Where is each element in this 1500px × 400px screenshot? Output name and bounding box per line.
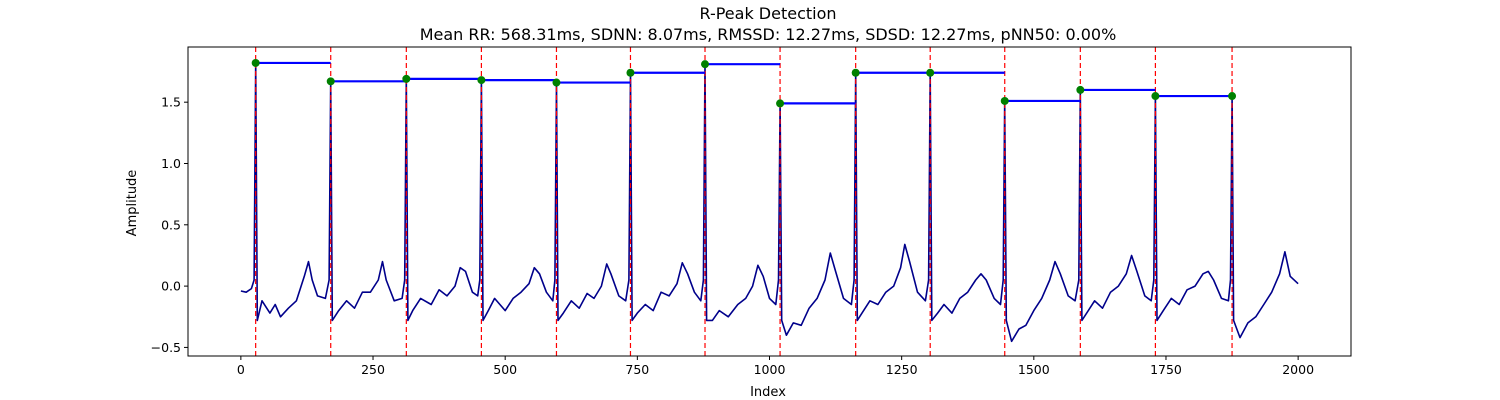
r-peak-point-8 [851,68,860,77]
r-peak-point-4 [552,78,561,87]
r-peak-point-10 [1000,96,1009,105]
x-tick-label-1: 250 [361,362,385,377]
r-peak-point-13 [1228,92,1237,101]
x-tick-label-7: 1750 [1150,362,1182,377]
plot-area [240,47,1299,356]
x-tick-label-5: 1250 [886,362,918,377]
x-tick-label-8: 2000 [1282,362,1314,377]
r-peak-point-3 [477,76,486,85]
x-tick-label-0: 0 [237,362,245,377]
r-peak-point-2 [402,74,411,83]
y-axis: −0.5 0.0 0.5 1.0 1.5 [151,95,188,355]
r-peak-point-5 [626,68,635,77]
r-peak-point-9 [926,68,935,77]
x-axis-label: Index [750,385,786,400]
r-peak-point-1 [326,77,335,86]
y-tick-label-1: 0.0 [161,279,181,294]
x-tick-label-4: 1000 [754,362,786,377]
y-tick-label-2: 0.5 [161,217,181,232]
r-peak-point-6 [701,60,710,69]
axes-frame [187,46,1352,357]
x-tick-label-2: 500 [493,362,517,377]
y-axis-label: Amplitude [125,170,140,237]
y-tick-label-4: 1.5 [161,95,181,110]
x-tick-label-3: 750 [625,362,649,377]
r-peak-point-0 [251,58,260,67]
y-tick-label-0: −0.5 [151,340,181,355]
y-tick-label-3: 1.0 [161,156,181,171]
x-tick-label-6: 1500 [1018,362,1050,377]
r-peak-point-7 [776,99,785,108]
r-peak-point-12 [1151,92,1160,101]
chart-title: R-Peak Detection [699,4,836,23]
x-axis: 0 250 500 750 1000 1250 1500 1750 2000 [237,356,1314,377]
r-peak-point-11 [1076,85,1085,94]
ecg-signal-line [240,62,1299,343]
chart-subtitle: Mean RR: 568.31ms, SDNN: 8.07ms, RMSSD: … [420,25,1117,44]
